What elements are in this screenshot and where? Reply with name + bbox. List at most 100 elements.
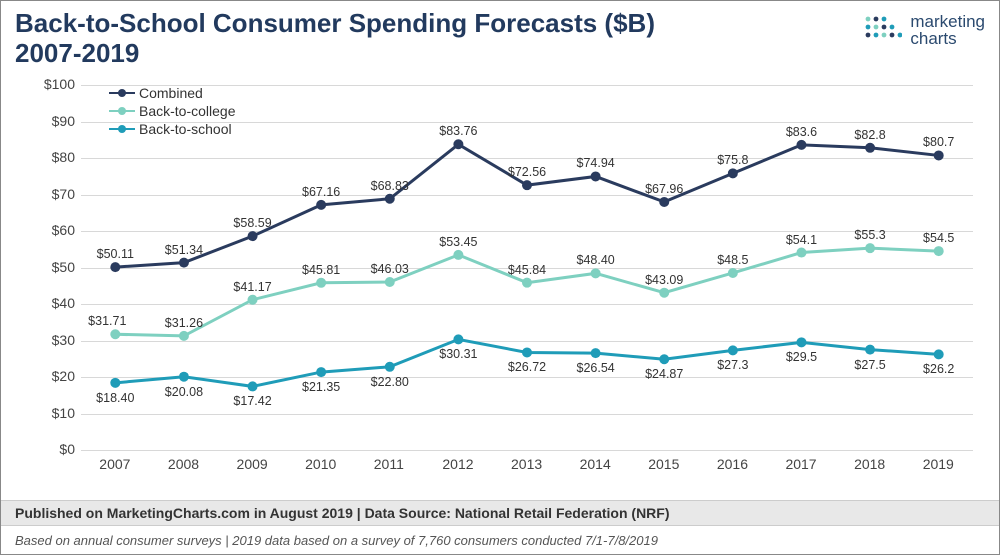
data-label: $48.5 xyxy=(717,253,748,267)
data-point xyxy=(796,248,806,258)
data-label: $26.72 xyxy=(508,360,546,374)
data-point xyxy=(934,349,944,359)
data-label: $24.87 xyxy=(645,367,683,381)
data-point xyxy=(796,337,806,347)
data-point xyxy=(934,246,944,256)
data-label: $46.03 xyxy=(371,262,409,276)
logo-text-1: marketing xyxy=(910,13,985,30)
data-label: $83.6 xyxy=(786,125,817,139)
data-point xyxy=(179,331,189,341)
data-label: $50.11 xyxy=(97,247,134,261)
title-line-1: Back-to-School Consumer Spending Forecas… xyxy=(15,9,655,39)
data-label: $54.1 xyxy=(786,233,817,247)
chart-container: Back-to-School Consumer Spending Forecas… xyxy=(0,0,1000,555)
footer-source: Published on MarketingCharts.com in Augu… xyxy=(1,500,999,526)
data-point xyxy=(591,268,601,278)
legend-item-college: Back-to-college xyxy=(109,103,236,119)
data-label: $48.40 xyxy=(576,253,614,267)
data-label: $55.3 xyxy=(854,228,885,242)
legend-label: Back-to-school xyxy=(139,121,232,137)
data-point xyxy=(728,345,738,355)
legend-swatch xyxy=(109,92,135,94)
data-point xyxy=(385,277,395,287)
data-label: $67.96 xyxy=(645,182,683,196)
data-label: $54.5 xyxy=(923,231,954,245)
data-label: $20.08 xyxy=(165,385,203,399)
data-point xyxy=(316,278,326,288)
data-label: $75.8 xyxy=(717,153,748,167)
data-point xyxy=(659,288,669,298)
legend-marker-icon xyxy=(118,125,126,133)
data-point xyxy=(179,258,189,268)
data-point xyxy=(179,372,189,382)
logo-text: marketing charts xyxy=(910,13,985,47)
data-label: $80.7 xyxy=(923,135,954,149)
legend: Combined Back-to-college Back-to-school xyxy=(109,85,236,139)
data-point xyxy=(865,143,875,153)
data-label: $45.81 xyxy=(302,263,340,277)
data-label: $68.83 xyxy=(371,179,409,193)
data-point xyxy=(385,194,395,204)
data-label: $22.80 xyxy=(371,375,409,389)
data-point xyxy=(591,348,601,358)
data-label: $82.8 xyxy=(854,128,885,142)
data-point xyxy=(248,231,258,241)
data-label: $45.84 xyxy=(508,263,546,277)
data-point xyxy=(522,347,532,357)
data-label: $30.31 xyxy=(439,347,477,361)
data-point xyxy=(385,362,395,372)
data-label: $18.40 xyxy=(96,391,134,405)
legend-swatch xyxy=(109,128,135,130)
data-label: $43.09 xyxy=(645,273,683,287)
legend-marker-icon xyxy=(118,89,126,97)
data-point xyxy=(316,367,326,377)
legend-swatch xyxy=(109,110,135,112)
chart-title: Back-to-School Consumer Spending Forecas… xyxy=(15,9,655,69)
data-point xyxy=(453,250,463,260)
data-point xyxy=(659,197,669,207)
data-label: $21.35 xyxy=(302,380,340,394)
data-label: $26.2 xyxy=(923,362,954,376)
legend-label: Combined xyxy=(139,85,203,101)
legend-label: Back-to-college xyxy=(139,103,236,119)
data-point xyxy=(110,329,120,339)
data-point xyxy=(248,295,258,305)
legend-item-school: Back-to-school xyxy=(109,121,236,137)
data-point xyxy=(796,140,806,150)
data-label: $27.5 xyxy=(854,358,885,372)
data-label: $53.45 xyxy=(439,235,477,249)
data-point xyxy=(453,139,463,149)
data-label: $29.5 xyxy=(786,350,817,364)
data-point xyxy=(522,278,532,288)
marketingcharts-logo: marketing charts xyxy=(864,13,985,47)
data-point xyxy=(659,354,669,364)
data-label: $31.26 xyxy=(165,316,203,330)
footer-note: Based on annual consumer surveys | 2019 … xyxy=(15,533,658,548)
data-point xyxy=(728,268,738,278)
data-point xyxy=(865,345,875,355)
data-label: $74.94 xyxy=(576,156,614,170)
chart-svg xyxy=(39,81,983,476)
data-label: $27.3 xyxy=(717,358,748,372)
series-line-combined xyxy=(115,144,938,267)
data-point xyxy=(453,334,463,344)
data-label: $31.71 xyxy=(88,314,126,328)
data-label: $67.16 xyxy=(302,185,340,199)
data-label: $83.76 xyxy=(439,124,477,138)
data-point xyxy=(591,171,601,181)
data-point xyxy=(110,262,120,272)
logo-text-2: charts xyxy=(910,30,985,47)
data-label: $41.17 xyxy=(233,280,271,294)
data-point xyxy=(316,200,326,210)
data-point xyxy=(248,381,258,391)
legend-item-combined: Combined xyxy=(109,85,236,101)
data-label: $72.56 xyxy=(508,165,546,179)
data-point xyxy=(728,168,738,178)
data-point xyxy=(522,180,532,190)
logo-dots-icon xyxy=(864,15,902,45)
data-point xyxy=(865,243,875,253)
header: Back-to-School Consumer Spending Forecas… xyxy=(15,9,985,69)
data-point xyxy=(934,150,944,160)
data-label: $26.54 xyxy=(576,361,614,375)
data-point xyxy=(110,378,120,388)
